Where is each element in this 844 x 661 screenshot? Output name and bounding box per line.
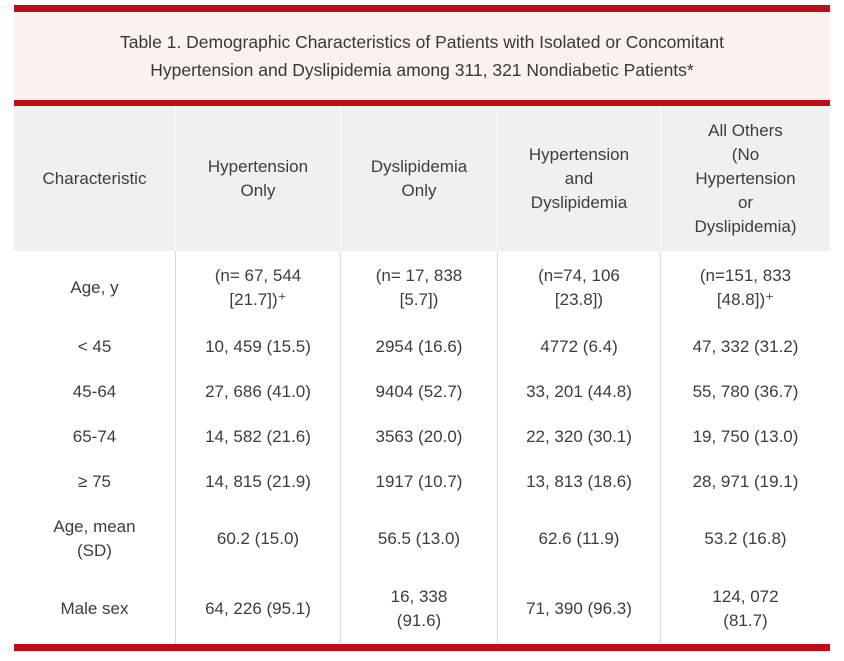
table-cell: 28, 971 (19.1) xyxy=(660,459,830,504)
table-cell: 60.2 (15.0) xyxy=(175,504,340,574)
row-label: 65-74 xyxy=(72,426,117,446)
table-cell: 71, 390 (96.3) xyxy=(497,574,660,644)
col-header-characteristic: Characteristic xyxy=(42,168,147,188)
table-cell: 9404 (52.7) xyxy=(340,369,497,414)
table-cell: 55, 780 (36.7) xyxy=(660,369,830,414)
table-container: Table 1. Demographic Characteristics of … xyxy=(14,5,830,651)
table-cell: 3563 (20.0) xyxy=(340,414,497,459)
table-cell: 10, 459 (15.5) xyxy=(175,324,340,369)
table-caption: Table 1. Demographic Characteristics of … xyxy=(14,12,830,100)
table-cell: 47, 332 (31.2) xyxy=(660,324,830,369)
caption-rule xyxy=(14,100,830,106)
table-cell: 16, 338 (91.6) xyxy=(340,574,497,644)
table-cell: 13, 813 (18.6) xyxy=(497,459,660,504)
col-header-dyslipidemia-only: Dyslipidemia Only xyxy=(340,106,497,251)
row-label: < 45 xyxy=(77,336,112,356)
table-cell: 19, 750 (13.0) xyxy=(660,414,830,459)
table-cell: 53.2 (16.8) xyxy=(660,504,830,574)
row-label: ≥ 75 xyxy=(78,471,111,491)
table-cell: 4772 (6.4) xyxy=(497,324,660,369)
table-cell: 14, 815 (21.9) xyxy=(175,459,340,504)
bottom-rule xyxy=(14,644,830,651)
table-row: 65-74 14, 582 (21.6) 3563 (20.0) 22, 320… xyxy=(14,414,830,459)
table-cell: 62.6 (11.9) xyxy=(497,504,660,574)
col-header-hypertension-and-dyslipidemia: Hypertension and Dyslipidemia xyxy=(497,106,660,251)
table-row: ≥ 75 14, 815 (21.9) 1917 (10.7) 13, 813 … xyxy=(14,459,830,504)
top-rule xyxy=(14,5,830,12)
table-cell: 22, 320 (30.1) xyxy=(497,414,660,459)
table-cell: 2954 (16.6) xyxy=(340,324,497,369)
col-header-all-others: All Others (No Hypertension or Dyslipide… xyxy=(660,106,830,251)
row-label: 45-64 xyxy=(72,381,117,401)
table-cell: 56.5 (13.0) xyxy=(340,504,497,574)
table-row: 45-64 27, 686 (41.0) 9404 (52.7) 33, 201… xyxy=(14,369,830,414)
table-cell: 33, 201 (44.8) xyxy=(497,369,660,414)
row-label: Male sex xyxy=(60,599,129,618)
table-cell: (n=151, 833 [48.8])⁺ xyxy=(660,251,830,324)
header-row: Characteristic Hypertension Only Dyslipi… xyxy=(14,106,830,251)
row-label: Age, y xyxy=(70,277,119,297)
table-cell: 1917 (10.7) xyxy=(340,459,497,504)
table-cell: (n= 67, 544 [21.7])⁺ xyxy=(175,251,340,324)
table-row: < 45 10, 459 (15.5) 2954 (16.6) 4772 (6.… xyxy=(14,324,830,369)
table-cell: 124, 072 (81.7) xyxy=(660,574,830,644)
table-row: Age, y (n= 67, 544 [21.7])⁺ (n= 17, 838 … xyxy=(14,251,830,324)
table-cell: (n= 17, 838 [5.7]) xyxy=(340,251,497,324)
table-cell: (n=74, 106 [23.8]) xyxy=(497,251,660,324)
table-cell: 14, 582 (21.6) xyxy=(175,414,340,459)
table-cell: 64, 226 (95.1) xyxy=(175,574,340,644)
row-label: Age, mean (SD) xyxy=(53,517,136,560)
col-header-hypertension-only: Hypertension Only xyxy=(175,106,340,251)
table-row: Male sex 64, 226 (95.1) 16, 338 (91.6) 7… xyxy=(14,574,830,644)
table-body: Age, y (n= 67, 544 [21.7])⁺ (n= 17, 838 … xyxy=(14,251,830,644)
table-row: Age, mean (SD) 60.2 (15.0) 56.5 (13.0) 6… xyxy=(14,504,830,574)
table-cell: 27, 686 (41.0) xyxy=(175,369,340,414)
